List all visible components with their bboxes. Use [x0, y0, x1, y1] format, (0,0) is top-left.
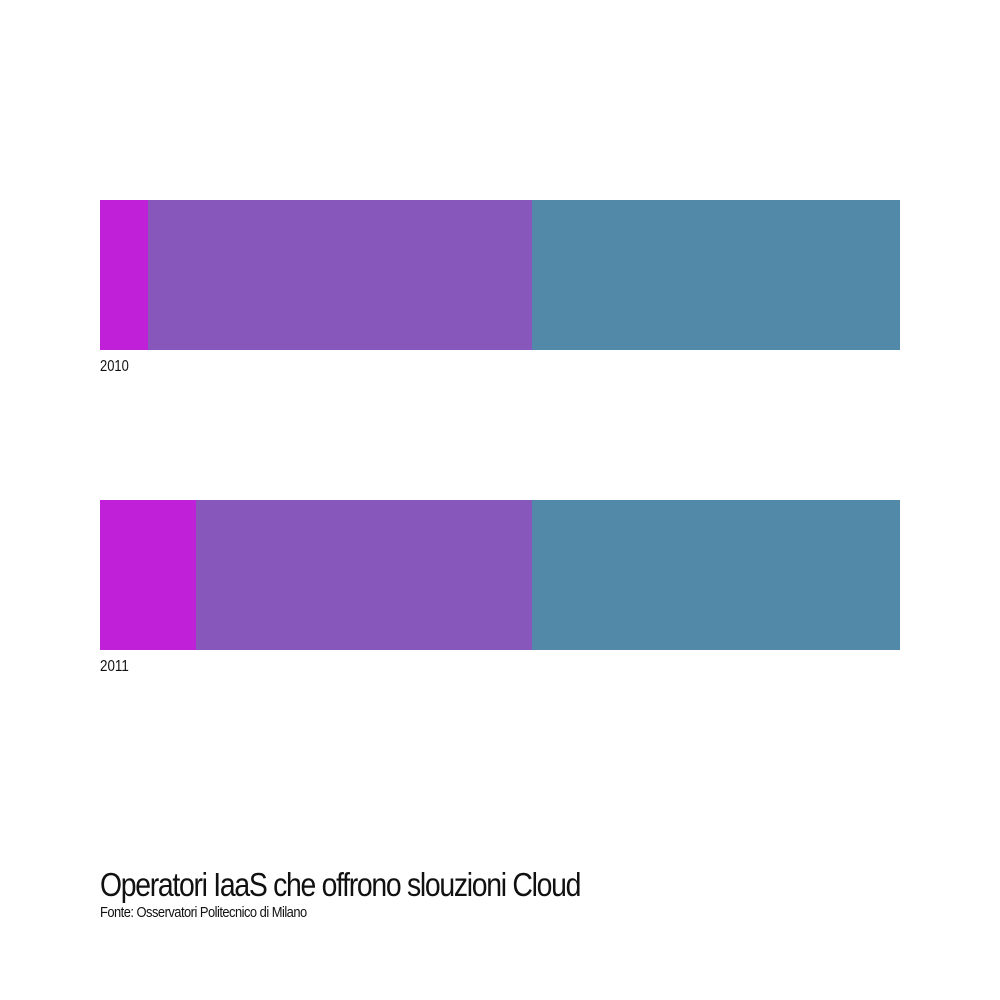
- chart-title: Operatori IaaS che offrono slouzioni Clo…: [100, 866, 581, 903]
- bar-segment-2010-2: [148, 200, 532, 350]
- bar-segment-2011-1: [100, 500, 196, 650]
- bar-group-2010: 2010: [100, 200, 900, 375]
- chart-source: Fonte: Osservatori Politecnico di Milano: [100, 904, 307, 921]
- bar-group-2011: 2011: [100, 500, 900, 675]
- category-label-2010: 2010: [100, 358, 129, 375]
- bar-segment-2010-3: [532, 200, 900, 350]
- category-label-2011: 2011: [100, 658, 129, 675]
- bar-segment-2010-1: [100, 200, 148, 350]
- bar-segment-2011-2: [196, 500, 532, 650]
- bar-segment-2011-3: [532, 500, 900, 650]
